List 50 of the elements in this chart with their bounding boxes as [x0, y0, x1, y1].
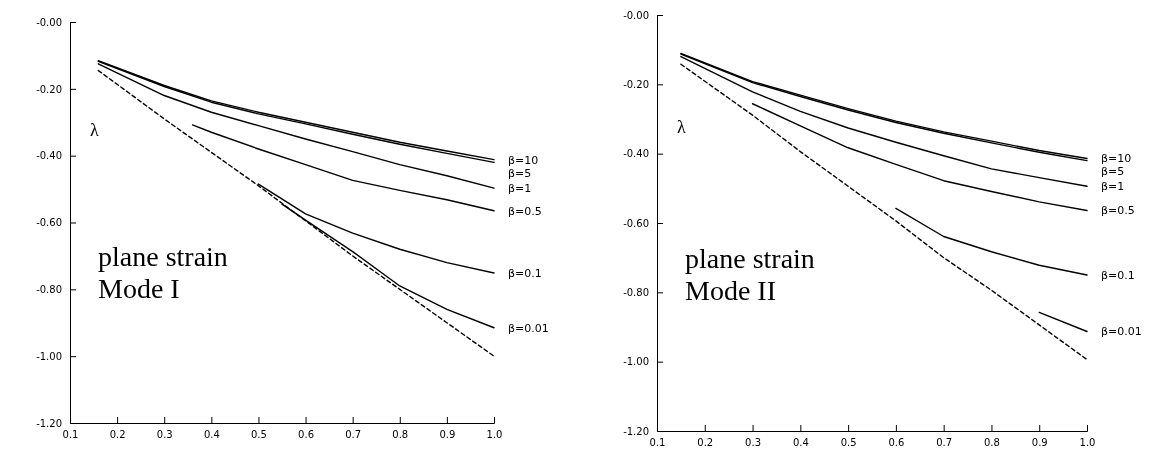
series-label: β=10 [1101, 152, 1132, 166]
y-tick-label: -0.40 [623, 148, 649, 160]
x-tick-label: 0.3 [156, 429, 173, 441]
y-tick-label: -0.00 [36, 16, 62, 28]
y-tick-label: -0.20 [36, 83, 62, 95]
x-tick-label: 0.8 [392, 429, 409, 441]
annotation: plane strain Mode I [98, 240, 228, 305]
series-label: β=1 [1101, 180, 1125, 194]
y-tick-label: -0.60 [36, 217, 62, 229]
x-tick-label: 0.4 [203, 429, 220, 441]
y-tick-label: -1.00 [623, 356, 649, 368]
y-tick-label: -0.00 [623, 9, 649, 21]
series-label: β=0.01 [1101, 325, 1142, 339]
x-tick-label: 0.9 [439, 429, 456, 441]
y-tick-label: -0.40 [36, 150, 62, 162]
x-tick-label: 0.6 [888, 437, 905, 449]
y-tick-label: -1.00 [36, 350, 62, 362]
y-tick-label: -0.80 [623, 287, 649, 299]
series-label: β=5 [508, 166, 532, 180]
x-tick-label: 0.2 [697, 437, 714, 449]
x-tick-label: 0.4 [792, 437, 809, 449]
series-label: β=10 [508, 153, 539, 167]
x-tick-label: 0.5 [250, 429, 267, 441]
x-tick-label: 0.5 [840, 437, 857, 449]
x-tick-label: 0.6 [298, 429, 315, 441]
y-tick-label: -1.20 [36, 417, 62, 429]
x-tick-label: 1.0 [1079, 437, 1096, 449]
y-axis-title: λ [677, 116, 686, 137]
x-tick-label: 0.7 [345, 429, 362, 441]
x-tick-label: 0.8 [983, 437, 1000, 449]
x-tick-label: 0.2 [109, 429, 126, 441]
series-label: β=0.5 [1101, 204, 1135, 218]
series-label: β=0.01 [508, 321, 549, 335]
y-tick-label: -0.20 [623, 79, 649, 91]
y-axis-title: λ [90, 119, 99, 140]
x-tick-label: 1.0 [486, 429, 503, 441]
series-label: β=1 [508, 181, 532, 195]
x-tick-label: 0.9 [1031, 437, 1048, 449]
annotation: plane strain Mode II [685, 243, 815, 307]
x-tick-label: 0.1 [649, 437, 666, 449]
x-tick-label: 0.7 [936, 437, 953, 449]
series-label: β=0.1 [508, 266, 542, 280]
series-label: β=5 [1101, 165, 1125, 179]
x-tick-label: 0.3 [745, 437, 762, 449]
series-label: β=0.5 [508, 204, 542, 218]
x-tick-label: 0.1 [62, 429, 79, 441]
y-tick-label: -0.60 [623, 217, 649, 229]
y-tick-label: -0.80 [36, 284, 62, 296]
series-label: β=0.1 [1101, 268, 1135, 282]
y-tick-label: -1.20 [623, 425, 649, 437]
